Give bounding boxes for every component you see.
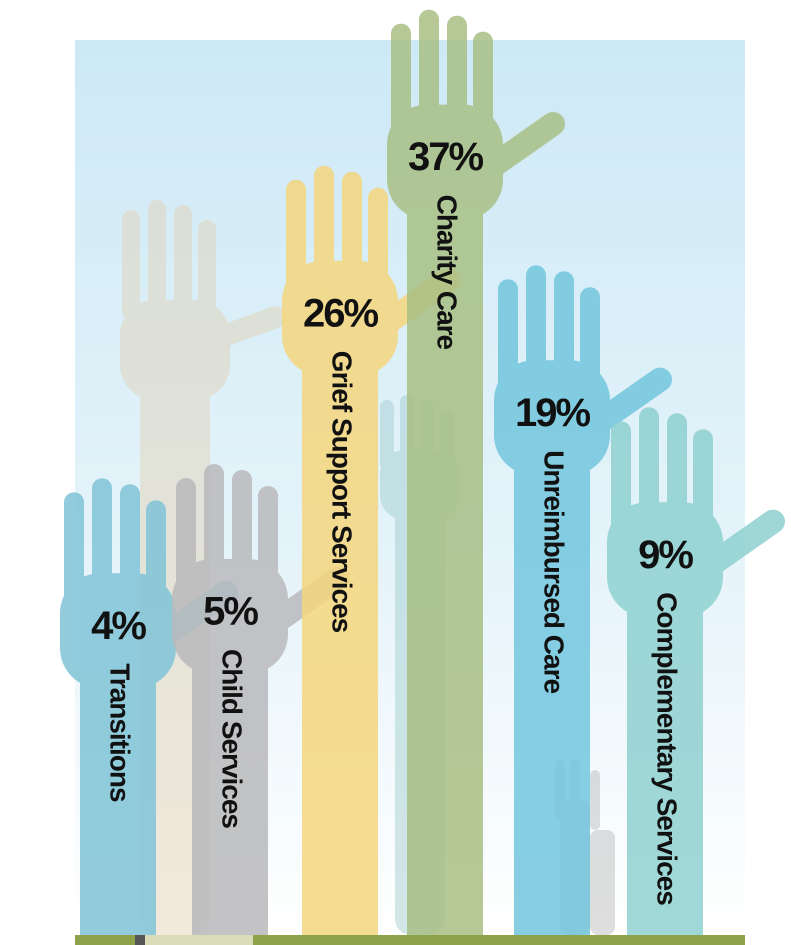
thumb bbox=[702, 509, 785, 575]
hand bbox=[172, 464, 350, 935]
hand-bar bbox=[302, 335, 378, 935]
finger bbox=[639, 407, 659, 538]
finger bbox=[146, 500, 166, 609]
hand bbox=[60, 478, 238, 935]
value-label: 26% bbox=[303, 291, 378, 335]
finger bbox=[120, 484, 140, 609]
finger bbox=[667, 413, 687, 538]
value-label: 9% bbox=[638, 533, 693, 577]
hand bbox=[494, 265, 672, 935]
finger bbox=[419, 9, 439, 140]
finger bbox=[611, 421, 631, 538]
category-label: Charity Care bbox=[432, 195, 463, 350]
hands: 4% Transitions 5% Child Services 26% Grief Su… bbox=[60, 9, 785, 936]
finger bbox=[286, 179, 306, 296]
ground-segment bbox=[145, 935, 253, 945]
finger bbox=[391, 23, 411, 140]
value-label: 19% bbox=[515, 391, 590, 435]
finger bbox=[204, 464, 224, 594]
finger bbox=[473, 31, 493, 140]
finger bbox=[447, 15, 467, 140]
finger bbox=[498, 279, 518, 396]
thumb bbox=[589, 367, 672, 433]
hand bbox=[607, 407, 785, 935]
finger bbox=[526, 265, 546, 396]
hand-bar bbox=[514, 435, 590, 935]
category-label: Child Services bbox=[217, 649, 248, 828]
value-label: 37% bbox=[408, 135, 483, 179]
hand bbox=[282, 165, 460, 935]
finger bbox=[92, 478, 112, 609]
finger bbox=[314, 165, 334, 296]
finger bbox=[580, 287, 600, 396]
value-label: 4% bbox=[91, 604, 146, 648]
finger bbox=[232, 470, 252, 594]
hand-bar bbox=[80, 648, 156, 935]
finger bbox=[64, 492, 84, 609]
finger bbox=[342, 171, 362, 296]
finger bbox=[368, 187, 388, 296]
hand-bar bbox=[407, 179, 483, 936]
hand bbox=[387, 9, 565, 936]
category-label: Complementary Services bbox=[652, 592, 683, 905]
hand-bar bbox=[627, 577, 703, 935]
finger bbox=[693, 429, 713, 538]
value-label: 5% bbox=[203, 590, 258, 634]
finger bbox=[176, 478, 196, 594]
ground-bar bbox=[75, 935, 745, 945]
category-label: Unreimbursed Care bbox=[539, 450, 570, 693]
category-label: Transitions bbox=[105, 663, 136, 802]
category-label: Grief Support Services bbox=[327, 351, 358, 633]
thumb bbox=[482, 111, 565, 177]
ground-marker bbox=[135, 935, 145, 945]
hand-bar bbox=[192, 634, 268, 935]
finger bbox=[554, 271, 574, 396]
finger bbox=[258, 486, 278, 594]
